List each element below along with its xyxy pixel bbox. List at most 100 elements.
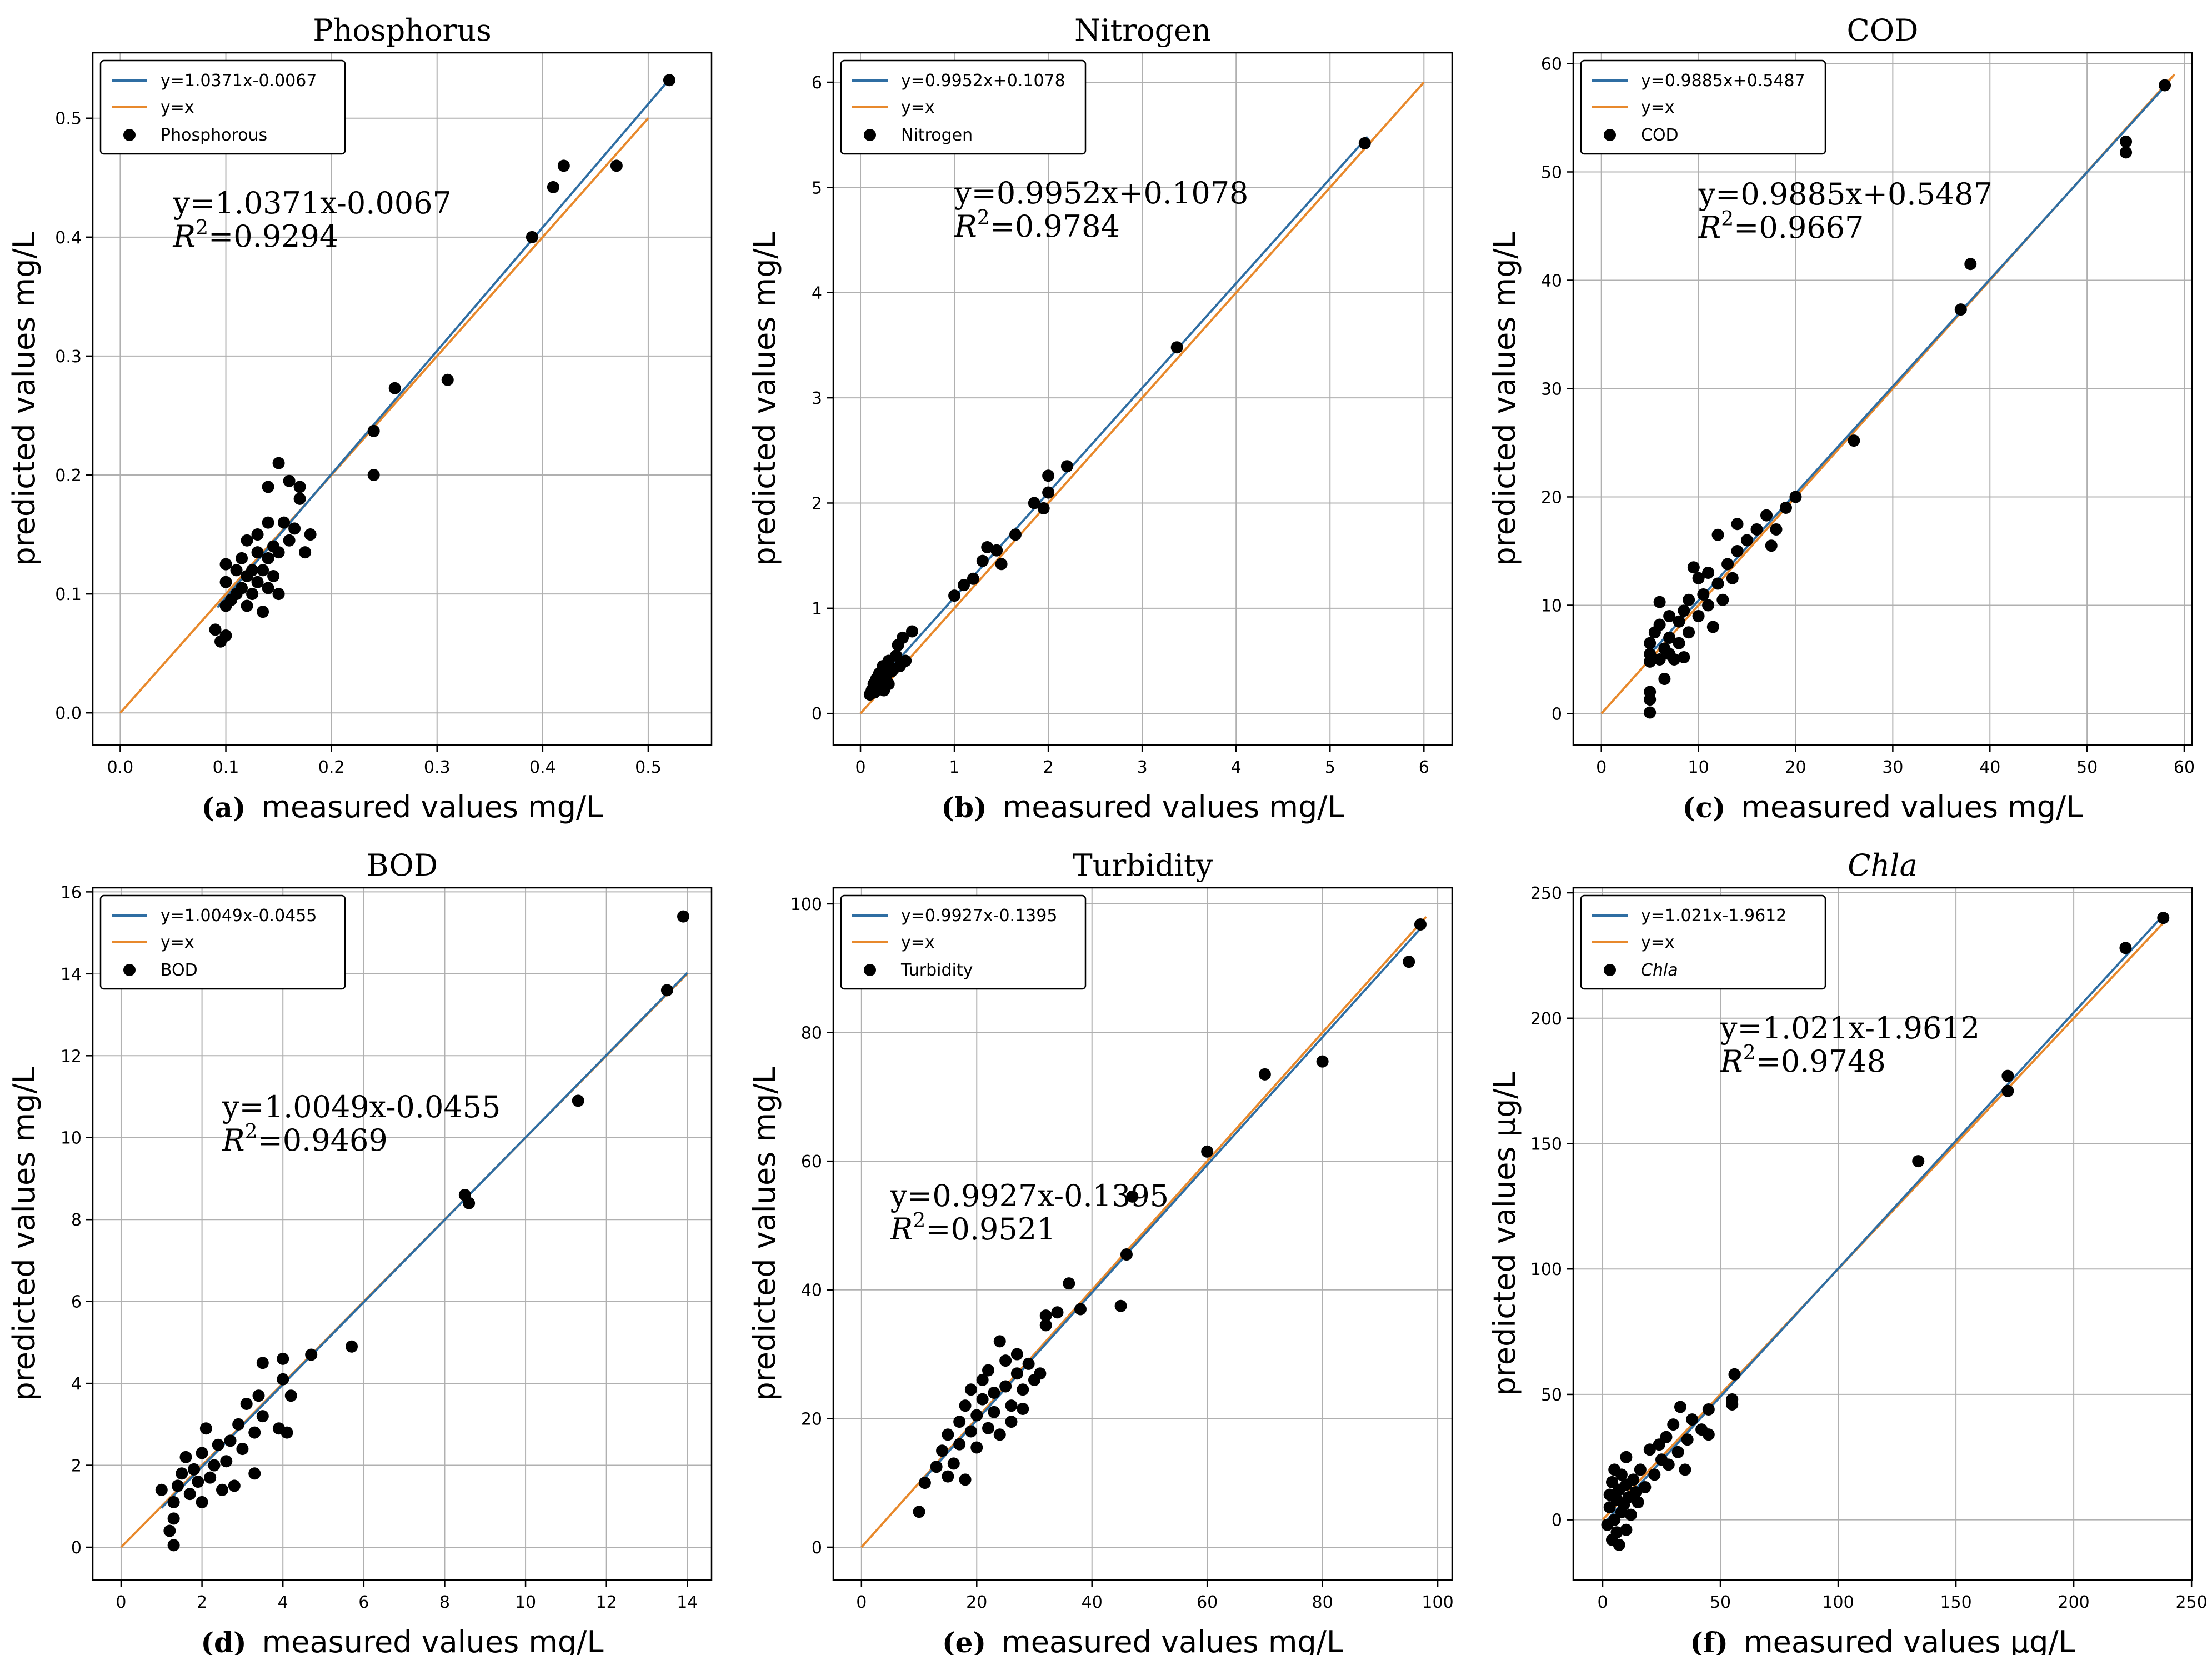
- chart-2-point: [897, 631, 909, 644]
- chart-6: 0 50 100 150 200 250 0 50 100 150 200 250 Chla (f) mea…: [1487, 848, 2208, 1655]
- chart-1-xtick-label: 0.1: [213, 758, 239, 777]
- chart-3-ylabel: predicted values mg/L: [1487, 232, 1522, 566]
- chart-2-identity-line: [859, 81, 1425, 714]
- chart-6-point: [1702, 1428, 1715, 1441]
- chart-3-point: [1663, 609, 1676, 622]
- chart-1-point: [610, 159, 623, 172]
- chart-3-point: [1687, 561, 1700, 574]
- chart-6-r2-exponent: 2: [1743, 1042, 1756, 1064]
- chart-5-data: [860, 916, 1427, 1548]
- chart-4-panel-label: (d): [201, 1626, 246, 1655]
- chart-3-ytick-label: 10: [1541, 596, 1562, 616]
- chart-2-point: [1170, 341, 1183, 354]
- chart-1-xtick-label: 0.3: [424, 758, 451, 777]
- chart-4-point: [196, 1447, 208, 1459]
- chart-3-point: [1663, 631, 1676, 644]
- chart-3-xtick-label: 30: [1882, 758, 1903, 777]
- chart-4-point: [284, 1389, 297, 1402]
- chart-1-point: [526, 231, 538, 243]
- chart-6-point: [1648, 1468, 1661, 1481]
- chart-1-fit-line: [216, 78, 670, 608]
- chart-2-xtick-label: 2: [1043, 758, 1054, 777]
- chart-3-equation-annotation: y=0.9885x+0.5487: [1698, 177, 1993, 212]
- chart-6-point: [1613, 1538, 1625, 1551]
- chart-4-equation-annotation: y=1.0049x-0.0455: [222, 1089, 501, 1124]
- chart-4-r2-value: =0.9469: [258, 1123, 388, 1158]
- chart-6-title: Chla: [1848, 848, 1918, 883]
- chart-3-point: [1770, 523, 1783, 536]
- chart-2-legend: y=0.9952x+0.1078 y=x Nitrogen: [840, 59, 1087, 155]
- chart-5-r2-annotation: R2=0.9521: [890, 1209, 1056, 1247]
- chart-2-legend-label: y=x: [901, 98, 935, 117]
- chart-4-point: [240, 1397, 253, 1410]
- chart-4-point: [183, 1488, 196, 1501]
- chart-6-ytick-label: 200: [1530, 1009, 1562, 1029]
- chart-6-legend-label: Chla: [1641, 961, 1678, 980]
- chart-2-ylabel: predicted values mg/L: [747, 232, 782, 566]
- chart-5-point: [947, 1457, 960, 1470]
- chart-5-legend-point-swatch: [864, 964, 876, 976]
- chart-1-point: [257, 564, 269, 577]
- chart-2-point: [990, 544, 1003, 557]
- chart-1-r2-exponent: 2: [196, 217, 208, 239]
- chart-5-point: [1258, 1068, 1271, 1081]
- chart-4-r2-exponent: 2: [245, 1121, 258, 1143]
- chart-4-axes-frame: [92, 887, 713, 1581]
- chart-1-xtick-label: 0.2: [318, 758, 345, 777]
- chart-1-title: Phosphorus: [313, 13, 492, 48]
- chart-4-point: [188, 1463, 201, 1476]
- chart-6-r2-value: =0.9748: [1756, 1044, 1886, 1079]
- chart-1-ytick-label: 0.2: [55, 466, 82, 486]
- chart-1-point: [278, 516, 291, 529]
- chart-4-ytick-label: 10: [61, 1129, 82, 1148]
- chart-1-point: [262, 481, 274, 493]
- chart-6-point: [1686, 1413, 1699, 1426]
- chart-4-xtick-label: 10: [515, 1593, 536, 1612]
- chart-2-point: [1042, 469, 1055, 482]
- chart-2-point: [976, 554, 989, 567]
- chart-3-point: [1964, 258, 1977, 271]
- chart-6-point: [1624, 1508, 1637, 1521]
- chart-3-point: [2120, 146, 2133, 159]
- chart-2-ytick-label: 5: [812, 178, 822, 198]
- chart-3-legend: y=0.9885x+0.5487 y=x COD: [1580, 59, 1826, 155]
- chart-1-point: [257, 606, 269, 618]
- chart-6-point: [1667, 1418, 1680, 1431]
- chart-6-point: [1679, 1463, 1691, 1476]
- chart-4-xtick-label: 4: [278, 1593, 288, 1612]
- chart-1-legend-label: Phosphorous: [161, 126, 267, 145]
- chart-4-point: [171, 1479, 184, 1492]
- chart-4-xtick-label: 8: [439, 1593, 450, 1612]
- chart-5: 0 20 40 60 80 100 0 20 40 60 80 100 Turbidity (e) meas…: [747, 848, 1454, 1655]
- chart-5-xtick-label: 0: [856, 1593, 867, 1612]
- chart-1-point: [272, 588, 285, 601]
- chart-3-point: [1653, 653, 1666, 666]
- chart-3-point: [1711, 528, 1724, 541]
- chart-3-point: [1731, 544, 1744, 557]
- chart-2-point: [995, 558, 1008, 571]
- chart-3-point: [1644, 637, 1657, 649]
- chart-1-point: [262, 516, 274, 529]
- chart-5-point: [999, 1354, 1012, 1367]
- chart-1-ytick-label: 0.3: [55, 347, 82, 367]
- chart-2-data: [859, 81, 1425, 714]
- chart-4-point: [199, 1422, 212, 1435]
- chart-1-ytick-label: 0.1: [55, 585, 82, 604]
- chart-4-data: [120, 910, 690, 1552]
- chart-5-point: [1005, 1399, 1018, 1412]
- chart-4-legend-point-swatch: [123, 964, 136, 976]
- chart-2: 0 1 2 3 4 5 6 0 1 2 3 4 5 6 Nitrogen (b) measured values…: [747, 13, 1453, 824]
- chart-6-equation-annotation: y=1.021x-1.9612: [1720, 1011, 1980, 1046]
- chart-1-xtick-label: 0.0: [107, 758, 134, 777]
- chart-2-point: [981, 541, 994, 553]
- chart-2-point: [905, 625, 918, 638]
- chart-1-r2-symbol: R: [172, 219, 196, 254]
- chart-3-axes-frame: [1572, 52, 2193, 746]
- chart-3-panel-label: (c): [1683, 791, 1726, 824]
- chart-6-ytick-label: 150: [1530, 1134, 1562, 1154]
- chart-5-point: [1063, 1277, 1075, 1290]
- chart-5-point: [976, 1393, 989, 1406]
- chart-5-point: [1034, 1367, 1047, 1380]
- chart-1-axes-frame: [92, 52, 713, 746]
